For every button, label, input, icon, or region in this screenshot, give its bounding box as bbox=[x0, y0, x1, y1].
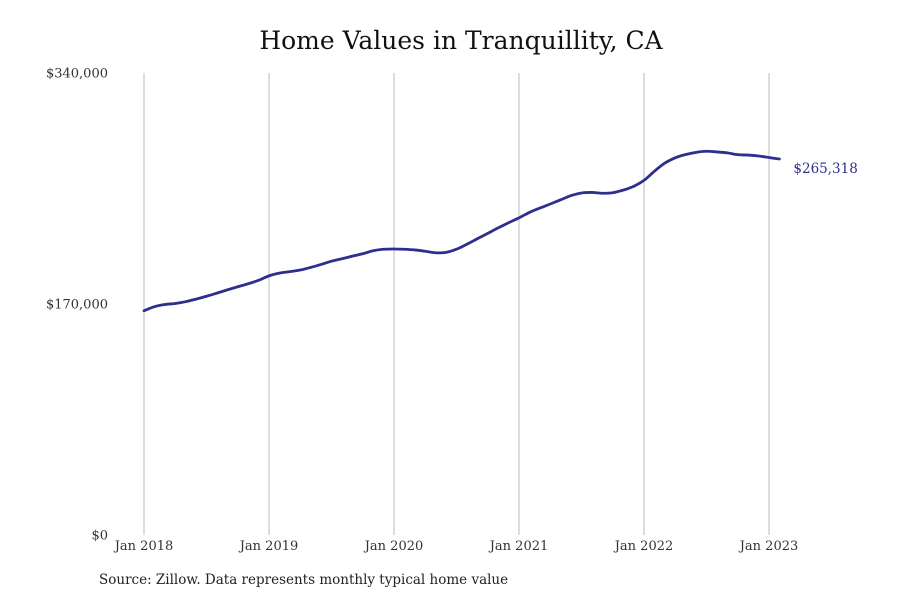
y-tick-label: $0 bbox=[91, 529, 108, 544]
y-tick-label: $340,000 bbox=[46, 67, 108, 82]
data-labels: $265,318 bbox=[793, 161, 857, 177]
x-tick-label: Jan 2023 bbox=[738, 539, 799, 554]
x-tick-label: Jan 2021 bbox=[488, 539, 549, 554]
source-note: Source: Zillow. Data represents monthly … bbox=[99, 572, 509, 588]
x-axis-ticks: Jan 2018 Jan 2019 Jan 2020 Jan 2021 Jan 2022… bbox=[113, 539, 799, 554]
x-tick-label: Jan 2019 bbox=[238, 539, 299, 554]
chart-title: Home Values in Tranquillity, CA bbox=[259, 26, 663, 55]
end-value-label: $265,318 bbox=[793, 161, 857, 177]
series-line bbox=[142, 149, 781, 313]
x-tick-label: Jan 2020 bbox=[363, 539, 424, 554]
x-tick-label: Jan 2022 bbox=[613, 539, 674, 554]
y-axis-ticks: $0 $170,000 $340,000 bbox=[46, 67, 108, 544]
y-tick-label: $170,000 bbox=[46, 298, 108, 313]
grid-lines bbox=[143, 73, 770, 535]
series-group bbox=[142, 149, 781, 313]
x-tick-label: Jan 2018 bbox=[113, 539, 174, 554]
